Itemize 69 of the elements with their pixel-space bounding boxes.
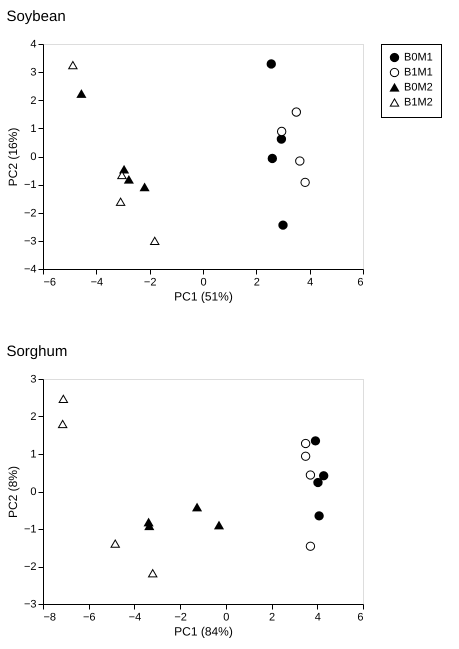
point	[306, 542, 316, 551]
point	[192, 503, 202, 512]
point	[266, 59, 276, 69]
x-tick-label: −4	[128, 612, 142, 624]
x-tick-label: 2	[269, 612, 276, 624]
point	[300, 438, 310, 448]
x-tick-label: 4	[314, 612, 321, 624]
point	[58, 420, 68, 428]
x-tick-label: 0	[223, 612, 230, 624]
point	[319, 471, 328, 480]
y-tick-label: 0	[30, 486, 36, 498]
point	[268, 154, 278, 164]
y-tick-label: −3	[24, 598, 36, 610]
point	[310, 436, 320, 446]
point	[313, 478, 323, 488]
point	[300, 178, 310, 188]
point	[276, 134, 286, 144]
legend-label: B0M2	[404, 82, 433, 94]
y-tick-label: 2	[30, 411, 36, 423]
x-tick-label: 4	[307, 276, 314, 288]
x-tick-label: −6	[44, 276, 56, 288]
x-tick-label: 6	[357, 276, 364, 288]
x-axis-title: PC1 (84%)	[174, 624, 233, 638]
y-tick-label: 4	[30, 38, 36, 50]
x-axis-title: PC1 (51%)	[174, 290, 233, 304]
point	[148, 569, 158, 578]
x-tick-label: 6	[357, 612, 364, 624]
x-tick-label: 2	[254, 276, 260, 288]
chart-title: Sorghum	[6, 343, 68, 360]
y-tick-label: 3	[30, 66, 36, 79]
point	[295, 156, 304, 166]
chart-title: Soybean	[6, 8, 66, 25]
x-tick-label: −2	[174, 612, 187, 624]
y-axis-title: PC2 (16%)	[6, 128, 20, 186]
y-tick-label: 1	[30, 122, 36, 135]
y-tick-label: −1	[24, 524, 36, 536]
point	[150, 236, 160, 245]
point	[292, 107, 302, 117]
y-tick-label: −4	[24, 264, 36, 276]
point	[300, 452, 310, 461]
point	[116, 198, 126, 206]
point	[314, 511, 324, 521]
y-tick-label: 3	[30, 374, 36, 386]
point	[306, 470, 316, 480]
x-tick-label: −8	[44, 612, 56, 624]
point	[214, 521, 224, 530]
x-tick-label: −6	[82, 612, 96, 624]
y-axis-title: PC2 (8%)	[6, 466, 20, 518]
point	[110, 540, 120, 548]
y-tick-label: −1	[24, 179, 36, 192]
y-tick-label: 1	[30, 448, 36, 460]
y-tick-label: −2	[24, 207, 36, 220]
legend-label: B1M2	[404, 96, 433, 108]
x-tick-label: −2	[144, 276, 156, 288]
x-tick-label: −4	[90, 276, 104, 288]
x-tick-label: 0	[200, 276, 207, 288]
point	[278, 220, 288, 230]
point	[58, 394, 68, 403]
point	[140, 183, 150, 192]
y-tick-label: −2	[24, 561, 36, 573]
point	[68, 60, 78, 70]
point	[276, 126, 286, 136]
legend-label: B0M1	[404, 52, 433, 64]
y-tick-label: 2	[30, 94, 36, 107]
y-tick-label: −3	[24, 235, 36, 248]
point	[124, 175, 134, 184]
y-tick-label: 0	[30, 151, 36, 163]
point	[76, 90, 86, 98]
legend-label: B1M1	[404, 66, 433, 78]
